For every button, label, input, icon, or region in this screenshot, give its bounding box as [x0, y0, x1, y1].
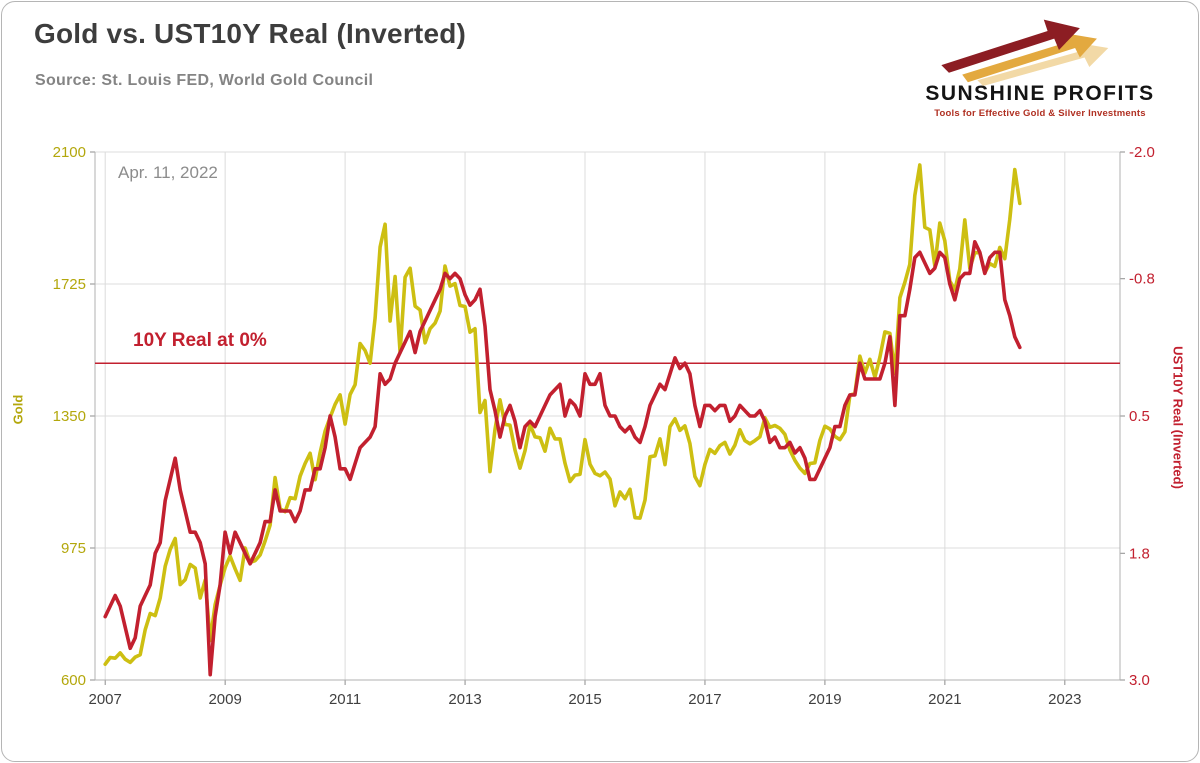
right-tick-label: 0.5 [1129, 408, 1150, 425]
x-tick-label: 2019 [808, 691, 841, 708]
logo-tagline: Tools for Effective Gold & Silver Invest… [934, 108, 1146, 120]
x-tick-label: 2009 [208, 691, 241, 708]
x-tick-label: 2011 [329, 691, 361, 708]
right-tick-label: -2.0 [1129, 144, 1155, 161]
logo-wordmark: SUNSHINE PROFITS [925, 82, 1155, 105]
left-tick-label: 1350 [53, 408, 86, 425]
left-tick-label: 600 [61, 672, 86, 689]
x-tick-label: 2007 [89, 691, 122, 708]
sunshine-profits-logo: SUNSHINE PROFITS Tools for Effective Gol… [908, 12, 1172, 119]
left-axis-title: Gold [10, 394, 26, 425]
left-tick-label: 1725 [53, 276, 86, 293]
ust10y-line-series [103, 240, 1022, 677]
x-tick-label: 2023 [1048, 691, 1081, 708]
x-tick-label: 2015 [568, 691, 601, 708]
right-tick-label: 3.0 [1129, 672, 1150, 689]
x-tick-label: 2021 [928, 691, 961, 708]
sunshine-logo-arrow-icon [941, 19, 1109, 86]
left-tick-label: 2100 [53, 144, 86, 161]
right-axis-title: UST10Y Real (Inverted) [1170, 346, 1186, 489]
date-annotation: Apr. 11, 2022 [118, 163, 218, 182]
source-note: Source: St. Louis FED, World Gold Counci… [35, 72, 374, 89]
x-tick-label: 2013 [448, 691, 481, 708]
right-tick-label: -0.8 [1129, 271, 1155, 288]
x-tick-label: 2017 [688, 691, 721, 708]
zero-line-annotation: 10Y Real at 0% [133, 330, 267, 351]
right-tick-label: 1.8 [1129, 545, 1150, 562]
left-tick-label: 975 [61, 540, 86, 557]
page-title: Gold vs. UST10Y Real (Inverted) [34, 18, 467, 49]
gold-line-series [103, 163, 1022, 667]
